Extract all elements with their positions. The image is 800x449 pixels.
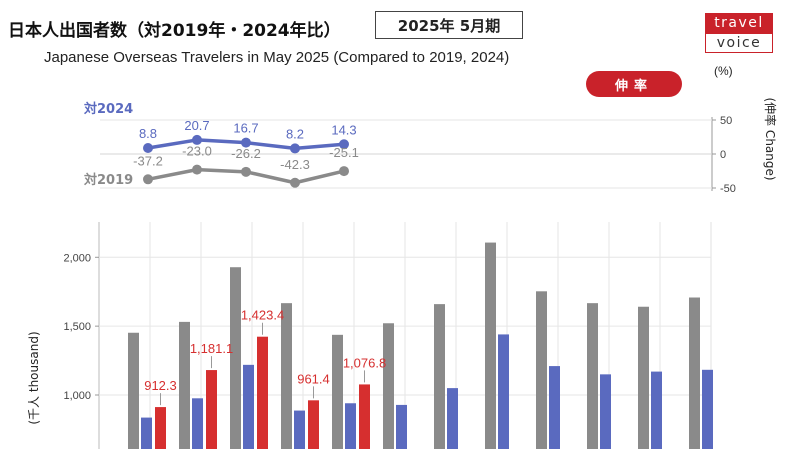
line-data-label: 16.7 <box>233 121 258 136</box>
line-point <box>143 174 153 185</box>
line-data-label: 8.2 <box>286 126 304 141</box>
line-point <box>290 177 300 188</box>
line-chart-tick-label: 0 <box>720 149 726 161</box>
bar-2019 <box>230 267 241 449</box>
period-label: 2025年 5月期 <box>375 11 523 39</box>
bar-data-label: 912.3 <box>144 378 177 393</box>
bar-2019 <box>485 242 496 449</box>
line-series-name: 対2024 <box>83 101 133 117</box>
bar-2019 <box>434 304 445 449</box>
line-data-label: 8.8 <box>139 126 157 141</box>
line-series-name: 対2019 <box>83 172 133 188</box>
bar-2024 <box>498 334 509 449</box>
line-chart-axis-label: (伸率 Change) <box>763 97 778 180</box>
bar-chart-axis-label: (千人 thousand) <box>27 331 41 424</box>
bar-data-label: 1,076.8 <box>343 355 386 370</box>
line-data-label: -25.1 <box>329 145 359 160</box>
bar-2019 <box>383 323 394 449</box>
logo-bottom-text: voice <box>705 33 773 53</box>
bar-2019 <box>332 334 343 449</box>
line-point <box>192 134 202 145</box>
growth-rate-legend-pill: 伸率 <box>586 71 682 97</box>
bar-2025 <box>308 400 319 449</box>
bar-2024 <box>294 410 305 449</box>
line-data-label: 14.3 <box>331 122 356 137</box>
line-data-label: -23.0 <box>182 144 212 159</box>
percent-unit-label: (%) <box>714 64 733 78</box>
bar-2024 <box>243 364 254 449</box>
bar-chart-tick-label: 1,000 <box>63 390 91 402</box>
line-data-label: -42.3 <box>280 157 310 172</box>
line-point <box>192 164 202 175</box>
bar-2024 <box>345 403 356 449</box>
line-point <box>339 166 349 177</box>
bar-data-label: 961.4 <box>297 371 330 386</box>
bar-2024 <box>141 417 152 449</box>
bar-2019 <box>689 297 700 449</box>
bar-2024 <box>651 371 662 449</box>
bar-2024 <box>396 404 407 449</box>
bar-2024 <box>600 374 611 449</box>
chart-title: 日本人出国者数（対2019年・2024年比） <box>8 21 341 41</box>
line-point <box>241 166 251 177</box>
bar-chart-tick-label: 1,500 <box>63 321 91 333</box>
line-point <box>241 137 251 148</box>
bar-2019 <box>587 303 598 449</box>
bar-2019 <box>536 291 547 449</box>
bar-2024 <box>447 388 458 449</box>
bar-2025 <box>155 407 166 449</box>
line-point <box>290 143 300 154</box>
bar-2025 <box>206 370 217 449</box>
bar-2019 <box>179 321 190 449</box>
bar-data-label: 1,181.1 <box>190 341 233 356</box>
chart-subtitle: Japanese Overseas Travelers in May 2025 … <box>44 49 510 66</box>
logo-top-text: travel <box>705 13 773 33</box>
bar-2019 <box>638 306 649 449</box>
bar-2025 <box>359 384 370 449</box>
line-data-label: 20.7 <box>184 118 209 133</box>
bar-2024 <box>192 398 203 449</box>
line-data-label: -26.2 <box>231 146 261 161</box>
bar-2019 <box>281 303 292 449</box>
bar-2025 <box>257 336 268 449</box>
bar-2019 <box>128 332 139 449</box>
bar-chart-tick-label: 2,000 <box>63 252 91 264</box>
line-data-label: -37.2 <box>133 153 163 168</box>
line-chart-tick-label: 50 <box>720 115 732 127</box>
line-chart-tick-label: -50 <box>720 183 736 195</box>
travel-voice-logo: travel voice <box>705 13 773 53</box>
bar-data-label: 1,423.4 <box>241 308 284 323</box>
bar-2024 <box>702 369 713 449</box>
line-point <box>339 139 349 150</box>
bar-2024 <box>549 366 560 449</box>
line-point <box>143 143 153 154</box>
